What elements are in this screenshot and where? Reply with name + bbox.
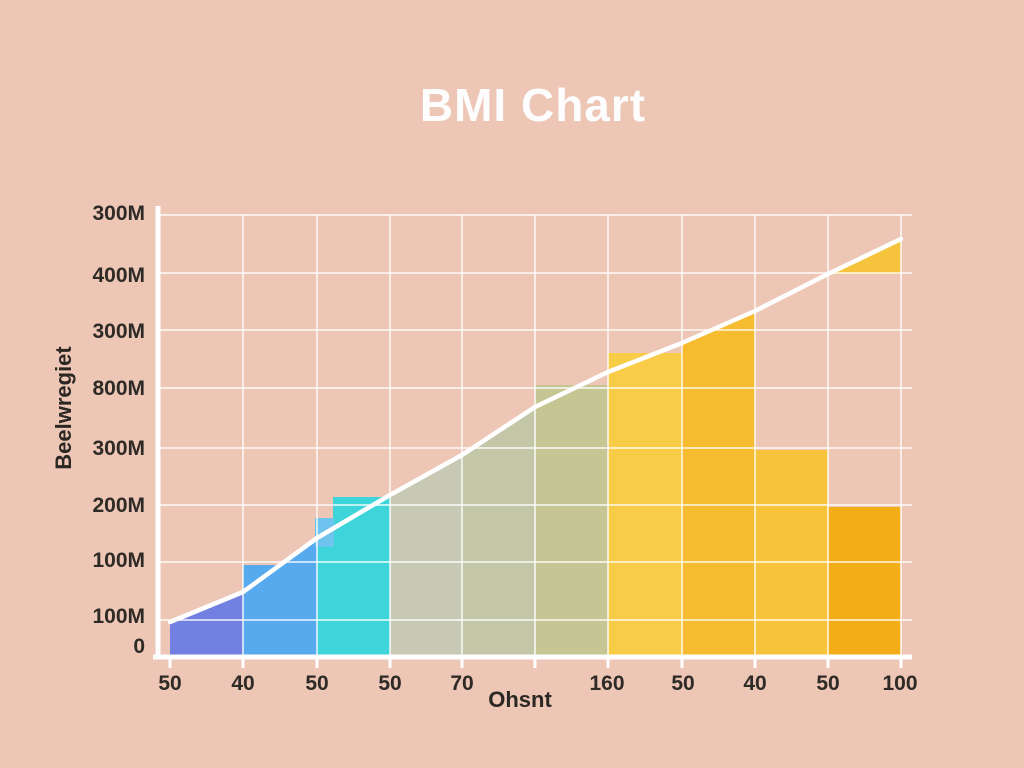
x-tick-label: 160 [589, 672, 625, 695]
bar-9-yellow [755, 450, 828, 655]
x-tick-label: 100 [882, 672, 918, 695]
x-tick-label: 70 [450, 672, 474, 695]
area-5-sage [462, 407, 535, 655]
x-tick-label: 40 [231, 672, 255, 695]
y-tick-label: 300M [92, 202, 145, 225]
x-tick-label: 50 [816, 672, 840, 695]
x-tick-label: 50 [158, 672, 182, 695]
y-axis-title: Beelwregiet [51, 346, 76, 470]
y-tick-label: 300M [92, 320, 145, 343]
x-tick-label: 40 [743, 672, 767, 695]
x-tick-label: 50 [378, 672, 402, 695]
x-tick-label: 50 [671, 672, 695, 695]
trend-line [167, 236, 904, 625]
area-4-sage [390, 455, 462, 655]
bar-8-orange [682, 311, 755, 655]
bar-3-cyan [317, 497, 390, 655]
bar-6-olive [535, 385, 608, 655]
bar-2-blue [243, 540, 317, 655]
y-tick-label: 300M [92, 437, 145, 460]
y-tick-label: 100M [92, 549, 145, 572]
bar-1-purple [170, 592, 243, 655]
x-axis-title: Ohsnt [488, 687, 552, 712]
y-tick-label: 0 [133, 635, 145, 658]
y-tick-label: 800M [92, 377, 145, 400]
y-tick-label: 200M [92, 494, 145, 517]
bar-10-amber [828, 507, 901, 655]
y-tick-label: 400M [92, 264, 145, 287]
x-tick-label: 50 [305, 672, 329, 695]
y-tick-label: 100M [92, 605, 145, 628]
chart-title: BMI Chart [419, 79, 647, 131]
